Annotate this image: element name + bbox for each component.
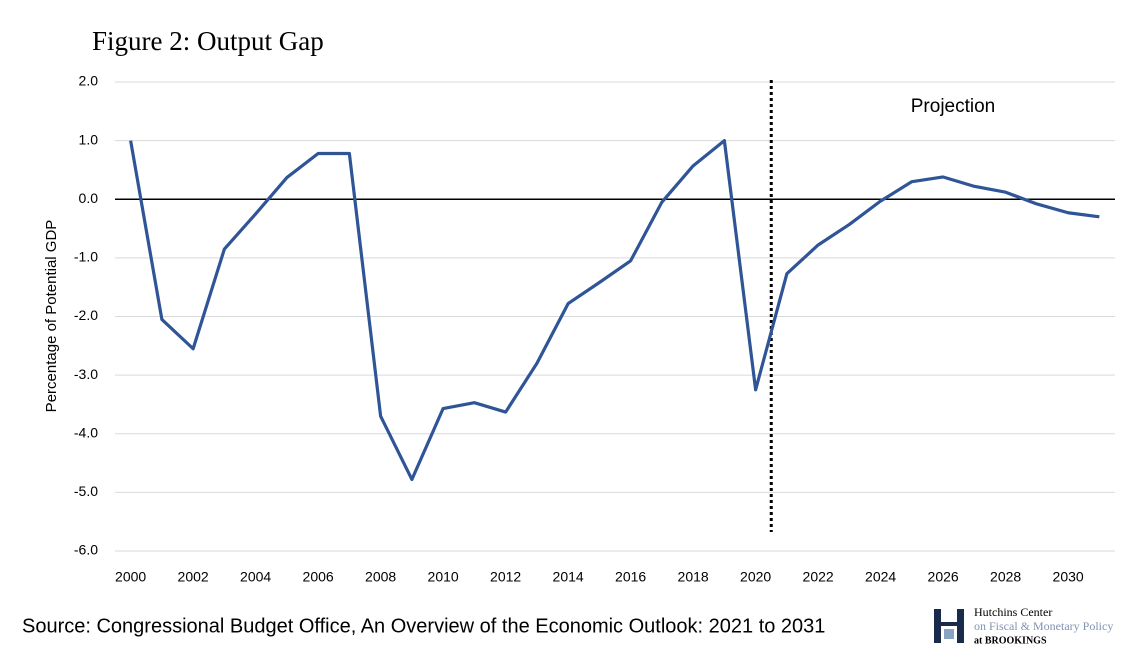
x-tick-label: 2024 [865, 569, 896, 585]
logo-icon [934, 609, 964, 643]
logo-text: on Fiscal & Monetary Policy [974, 619, 1113, 633]
x-tick-label: 2010 [428, 569, 459, 585]
chart-title: Figure 2: Output Gap [92, 26, 324, 56]
data-line [129, 139, 1100, 482]
x-tick-label: 2020 [740, 569, 771, 585]
x-tick-label: 2004 [240, 569, 271, 585]
x-tick-label: 2002 [178, 569, 209, 585]
y-tick-label: -1.0 [74, 249, 98, 265]
x-tick-label: 2014 [553, 569, 584, 585]
x-tick-label: 2022 [803, 569, 834, 585]
y-tick-label: -6.0 [74, 542, 98, 558]
y-tick-label: -4.0 [74, 424, 98, 440]
y-tick-label: 2.0 [79, 73, 99, 89]
y-tick-label: 0.0 [79, 190, 99, 206]
y-tick-label: -2.0 [74, 307, 98, 323]
annotation: Projection [911, 96, 996, 117]
x-tick-label: 2016 [615, 569, 646, 585]
x-tick-label: 2026 [928, 569, 959, 585]
x-tick-label: 2012 [490, 569, 521, 585]
y-tick-label: -5.0 [74, 483, 98, 499]
x-tick-label: 2008 [365, 569, 396, 585]
x-tick-label: 2006 [303, 569, 334, 585]
y-axis-label: Percentage of Potential GDP [43, 220, 60, 413]
y-tick-label: -3.0 [74, 366, 98, 382]
source: Source: Congressional Budget Office, An … [22, 615, 825, 637]
x-tick-label: 2018 [678, 569, 709, 585]
y-tick-label: 1.0 [79, 131, 99, 147]
logo-text: at BROOKINGS [974, 635, 1047, 646]
x-tick-label: 2030 [1053, 569, 1084, 585]
x-tick-label: 2028 [990, 569, 1021, 585]
x-tick-label: 2000 [115, 569, 146, 585]
logo-text: Hutchins Center [974, 605, 1052, 619]
